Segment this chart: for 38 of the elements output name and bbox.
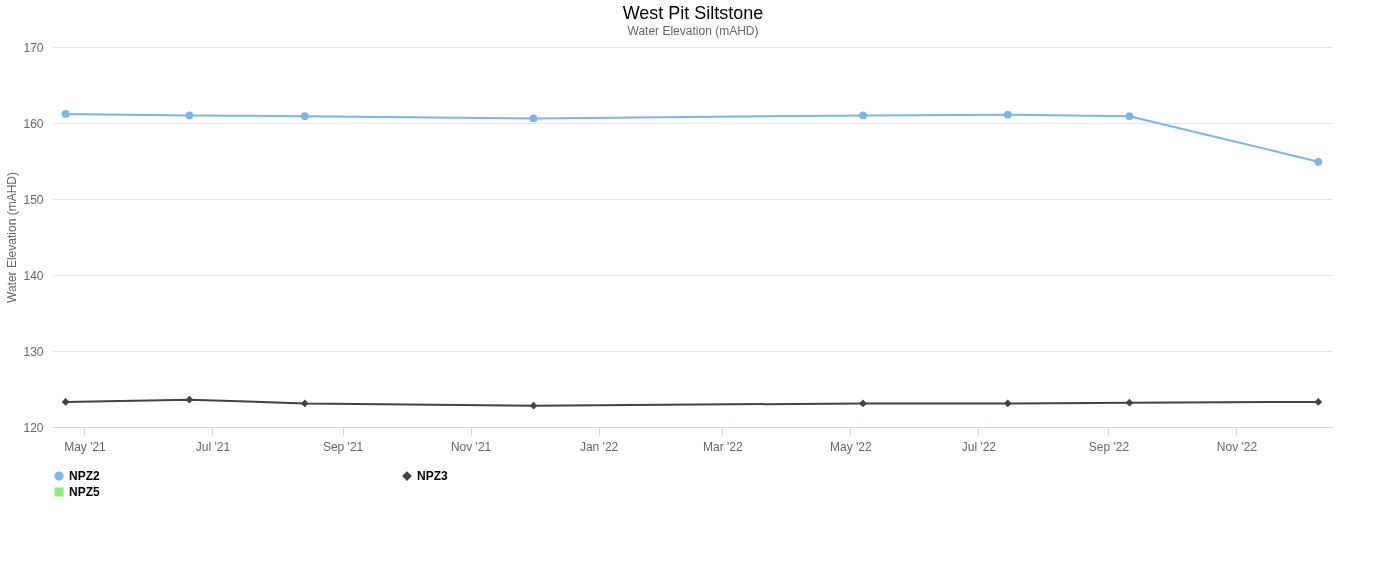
x-tick-label: Mar '22 [703,439,744,454]
point [529,114,538,123]
y-tick-label: 160 [23,116,44,131]
point [859,399,867,408]
y-tick-label: 150 [23,192,44,207]
x-tick-label: May '21 [64,439,107,454]
y-tick-label: 170 [23,40,44,55]
point [185,395,194,404]
x-tick-label: Jul '21 [195,439,231,454]
chart-title: West Pit Siltstone [622,3,764,23]
point [300,112,309,121]
point [1314,398,1323,406]
chart-subtitle: Water Elevation (mAHD) [627,24,759,38]
point [300,399,309,408]
point [1003,110,1012,119]
point [1314,157,1323,166]
legend-label: NPZ2 [69,469,100,484]
x-tick-label: May '22 [830,439,873,454]
point [1003,399,1012,408]
y-axis-title: Water Elevation (mAHD) [5,172,20,303]
x-tick-label: Nov '21 [450,439,492,454]
y-tick-label: 120 [23,420,44,435]
point [185,111,194,120]
point [61,398,70,406]
point [61,110,70,118]
x-tick-label: Jul '22 [961,439,997,454]
x-tick-label: Sep '22 [1088,439,1130,454]
x-tick-label: Sep '21 [322,439,364,454]
point [1125,398,1134,407]
y-tick-label: 130 [23,344,44,359]
legend-label: NPZ3 [417,469,448,484]
point [859,111,867,120]
x-tick-label: Jan '22 [579,439,619,454]
point [529,401,538,410]
point [1125,112,1134,121]
legend-label: NPZ5 [69,485,100,499]
y-tick-label: 140 [23,268,44,283]
x-tick-label: Nov '22 [1216,439,1258,454]
